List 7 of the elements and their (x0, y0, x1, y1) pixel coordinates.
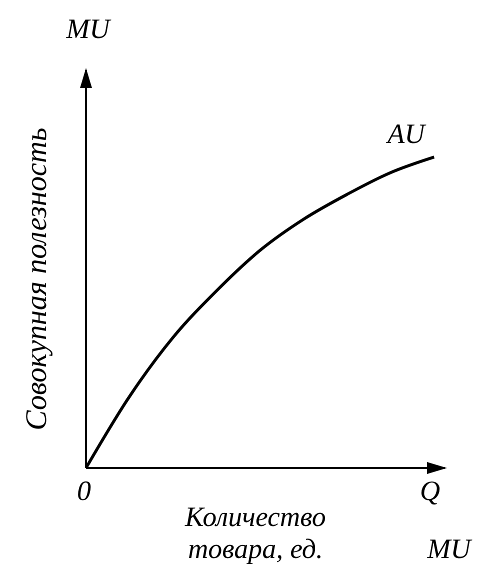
text: Q (420, 476, 440, 507)
text: 0 (77, 476, 91, 507)
x-axis-title: Количество товара, ед. (184, 502, 327, 566)
series-label: AU (385, 119, 427, 150)
text: MU (65, 14, 112, 45)
y-axis-title: Совокупная полезность (20, 128, 53, 430)
text: MU (426, 534, 473, 565)
